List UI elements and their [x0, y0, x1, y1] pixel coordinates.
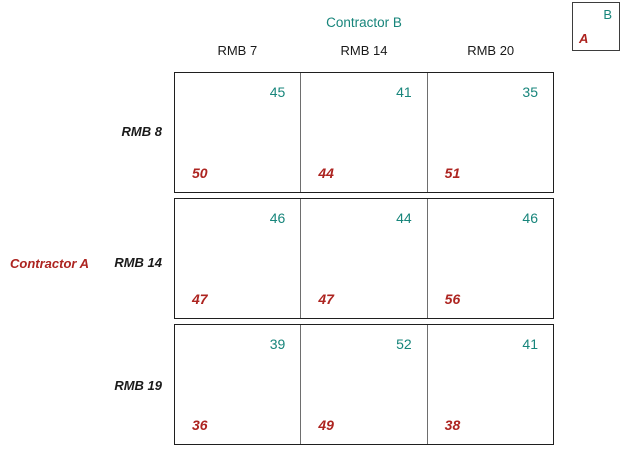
matrix-row-rmb-14: 46 47 44 47 46 56	[174, 198, 554, 319]
cell-r1c1: 45 50	[175, 73, 300, 192]
cell-r1c3: 35 51	[426, 73, 553, 192]
payoff-a-value: 49	[318, 417, 334, 433]
payoff-a-value: 56	[444, 291, 461, 307]
cell-r2c2: 44 47	[300, 199, 426, 318]
payoff-b-value: 52	[396, 336, 412, 352]
column-header-rmb-7: RMB 7	[217, 43, 258, 58]
cell-r3c1: 39 36	[175, 325, 300, 444]
payoff-a-value: 44	[318, 165, 334, 181]
payoff-a-value: 38	[444, 417, 461, 433]
payoff-b-value: 45	[269, 84, 286, 100]
row-player-title: Contractor A	[10, 256, 89, 271]
legend-player-a-label: A	[579, 31, 589, 46]
cell-r2c1: 46 47	[175, 199, 300, 318]
matrix-row-rmb-8: 45 50 41 44 35 51	[174, 72, 554, 193]
cell-r2c3: 46 56	[426, 199, 553, 318]
legend-player-b-label: B	[603, 7, 612, 22]
cell-r3c2: 52 49	[300, 325, 426, 444]
cell-r3c3: 41 38	[426, 325, 553, 444]
payoff-a-value: 50	[192, 165, 208, 181]
column-header-rmb-14: RMB 14	[340, 43, 388, 58]
payoff-matrix: 45 50 41 44 35 51 46 47 44 47 46	[174, 72, 554, 445]
payoff-b-value: 44	[396, 210, 412, 226]
cell-r1c2: 41 44	[300, 73, 426, 192]
row-label-rmb-14: RMB 14	[114, 255, 162, 270]
row-label-rmb-8: RMB 8	[121, 124, 162, 139]
row-label-rmb-19: RMB 19	[114, 378, 162, 393]
payoff-a-value: 51	[444, 165, 461, 181]
payoff-a-value: 47	[318, 291, 334, 307]
payoff-b-value: 39	[269, 336, 286, 352]
payoff-b-value: 46	[269, 210, 286, 226]
payoff-a-value: 36	[192, 417, 208, 433]
legend-box: B A	[572, 2, 620, 51]
column-header-rmb-20: RMB 20	[467, 43, 515, 58]
matrix-row-rmb-19: 39 36 52 49 41 38	[174, 324, 554, 445]
payoff-b-value: 41	[522, 336, 538, 352]
payoff-a-value: 47	[192, 291, 208, 307]
payoff-b-value: 35	[522, 84, 538, 100]
payoff-b-value: 46	[522, 210, 538, 226]
column-player-title: Contractor B	[326, 15, 402, 30]
payoff-b-value: 41	[396, 84, 412, 100]
column-headers: RMB 7 RMB 14 RMB 20	[174, 43, 554, 58]
